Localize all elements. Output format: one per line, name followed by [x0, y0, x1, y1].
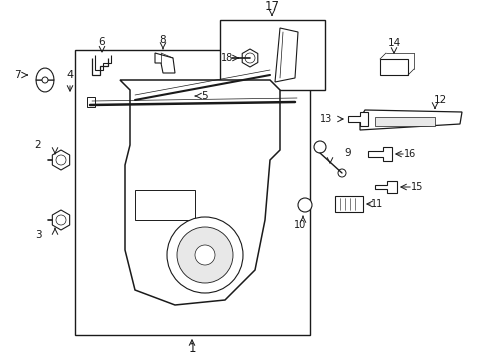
- Text: 12: 12: [432, 95, 446, 105]
- Text: 5: 5: [201, 91, 208, 101]
- Polygon shape: [120, 80, 280, 305]
- Text: 7: 7: [14, 70, 20, 80]
- Text: 15: 15: [410, 182, 422, 192]
- Polygon shape: [347, 112, 367, 126]
- Polygon shape: [359, 110, 461, 130]
- Polygon shape: [274, 28, 297, 82]
- Polygon shape: [140, 95, 264, 265]
- Polygon shape: [36, 80, 54, 92]
- Bar: [215, 150, 254, 200]
- Circle shape: [56, 215, 66, 225]
- Circle shape: [42, 77, 48, 83]
- Text: 8: 8: [160, 35, 166, 45]
- Bar: [334, 196, 362, 212]
- Text: 11: 11: [370, 199, 382, 209]
- Circle shape: [195, 245, 215, 265]
- Polygon shape: [52, 210, 69, 230]
- Polygon shape: [36, 68, 54, 80]
- Bar: [147, 150, 186, 175]
- Circle shape: [337, 169, 346, 177]
- Text: 6: 6: [99, 37, 105, 47]
- Polygon shape: [374, 181, 396, 193]
- Polygon shape: [242, 49, 257, 67]
- Text: 16: 16: [403, 149, 415, 159]
- Bar: [87, 97, 95, 107]
- Circle shape: [177, 227, 232, 283]
- Text: 17: 17: [264, 0, 279, 13]
- Text: 13: 13: [319, 114, 331, 124]
- Bar: [152, 158, 163, 170]
- Circle shape: [167, 217, 243, 293]
- Bar: [379, 59, 407, 75]
- Text: 14: 14: [386, 38, 400, 48]
- Bar: [170, 89, 192, 103]
- Bar: [75, 50, 309, 335]
- Bar: [220, 20, 325, 90]
- Circle shape: [313, 141, 325, 153]
- Circle shape: [297, 198, 311, 212]
- Circle shape: [244, 53, 254, 63]
- Text: 2: 2: [35, 140, 41, 150]
- Text: 4: 4: [66, 70, 73, 80]
- Circle shape: [56, 155, 66, 165]
- Text: 10: 10: [293, 220, 305, 230]
- Polygon shape: [52, 150, 69, 170]
- Bar: [167, 158, 179, 170]
- Polygon shape: [367, 147, 391, 161]
- Polygon shape: [135, 190, 195, 220]
- Bar: [374, 117, 434, 126]
- Text: 1: 1: [188, 342, 195, 355]
- Text: 3: 3: [35, 230, 41, 240]
- Text: 18: 18: [221, 53, 233, 63]
- Text: 9: 9: [344, 148, 350, 158]
- Polygon shape: [155, 53, 175, 73]
